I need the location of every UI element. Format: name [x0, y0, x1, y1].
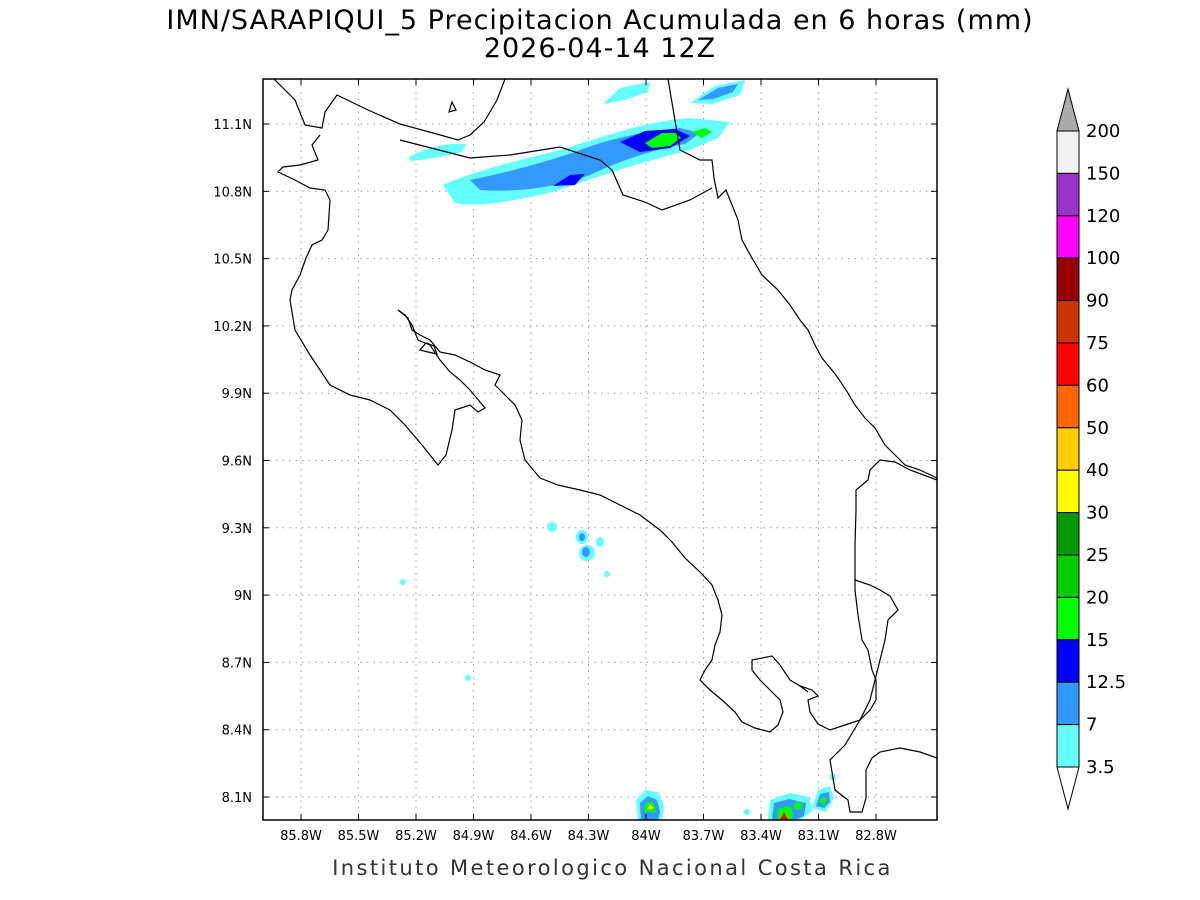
lon-tick-label: 82.8W — [855, 829, 897, 844]
map-frame — [262, 78, 938, 821]
lon-tick-label: 85.5W — [338, 829, 380, 844]
colorbar-swatch — [1056, 342, 1080, 386]
colorbar-level-label: 200 — [1086, 121, 1120, 142]
nicoya-gulf-island — [418, 342, 438, 355]
colorbar-level-label: 60 — [1086, 375, 1109, 396]
burica-peninsula — [799, 685, 809, 693]
lat-tick-label: 9N — [234, 589, 252, 604]
colorbar-level-label: 90 — [1086, 291, 1109, 312]
lat-tick-label: 11.1N — [213, 118, 252, 133]
colorbar-level-label: 50 — [1086, 418, 1109, 439]
colorbar-swatch — [1056, 512, 1080, 556]
colorbar-swatch — [1056, 554, 1080, 598]
panama-east-coast — [829, 579, 937, 813]
colorbar-level-label: 100 — [1086, 248, 1120, 269]
colorbar-level-label: 150 — [1086, 163, 1120, 184]
colorbar-swatch — [1056, 427, 1080, 471]
lat-tick-label: 8.1N — [222, 791, 252, 806]
border-nicaragua — [399, 139, 713, 211]
lat-tick-label: 9.6N — [222, 455, 252, 470]
colorbar-level-label: 7 — [1086, 715, 1097, 736]
axis-ticks: 85.8W 85.5W 85.2W 84.9W 84.6W 84.3W 84W 83.7W 83… — [213, 79, 937, 844]
colorbar-swatch — [1056, 384, 1080, 429]
lat-tick-label: 8.4N — [222, 724, 252, 739]
colorbar-top-arrow — [1056, 87, 1080, 132]
lake-island — [448, 100, 457, 113]
central-pacific-coast — [397, 309, 877, 733]
colorbar-level-label: 25 — [1086, 545, 1109, 566]
colorbar-level-label: 75 — [1086, 333, 1109, 354]
map-subtitle-date: 2026-04-14 12Z — [483, 33, 717, 64]
grid-lines — [263, 79, 937, 820]
caribbean-north-coast — [667, 79, 731, 201]
colorbar-level-label: 12.5 — [1086, 672, 1126, 693]
nicaragua-lake-shore — [273, 79, 506, 141]
colorbar-swatch — [1056, 130, 1080, 174]
colorbar: 3.5 7 12.5 15 20 25 30 40 50 60 75 90 100 120 150 200 — [1056, 87, 1126, 811]
colorbar-level-label: 15 — [1086, 630, 1109, 651]
colorbar-swatch — [1056, 469, 1080, 514]
colorbar-swatch — [1056, 681, 1080, 726]
lon-tick-label: 83.7W — [683, 829, 725, 844]
lat-tick-label: 9.3N — [222, 522, 252, 537]
colorbar-swatch — [1056, 724, 1080, 768]
colorbar-swatch — [1056, 300, 1080, 344]
colorbar-level-label: 20 — [1086, 587, 1109, 608]
lon-tick-label: 84W — [631, 829, 661, 844]
lat-tick-label: 10.5N — [213, 253, 252, 268]
pacific-coast-guanacaste — [276, 134, 486, 466]
precipitation-fields — [400, 80, 836, 820]
caribbean-coast — [729, 199, 937, 479]
map-title: IMN/SARAPIQUI_5 Precipitacion Acumulada … — [166, 5, 1034, 36]
coastlines-and-borders — [273, 79, 937, 813]
rain-cells-central — [400, 522, 610, 681]
lon-tick-label: 83.4W — [740, 829, 782, 844]
lat-tick-label: 10.2N — [213, 320, 252, 335]
lon-tick-label: 84.9W — [453, 829, 495, 844]
colorbar-swatch — [1056, 172, 1080, 217]
colorbar-swatch — [1056, 596, 1080, 641]
colorbar-bottom-arrow — [1056, 766, 1080, 811]
colorbar-swatch — [1056, 639, 1080, 683]
footer-credit: Instituto Meteorologico Nacional Costa R… — [332, 856, 893, 880]
lon-tick-label: 85.2W — [395, 829, 437, 844]
colorbar-swatch — [1056, 215, 1080, 259]
colorbar-level-label: 120 — [1086, 206, 1120, 227]
lat-tick-label: 10.8N — [213, 185, 252, 200]
colorbar-level-label: 30 — [1086, 503, 1109, 524]
colorbar-level-label: 3.5 — [1086, 757, 1115, 778]
colorbar-level-label: 40 — [1086, 460, 1109, 481]
lon-tick-label: 85.8W — [280, 829, 322, 844]
lat-tick-label: 8.7N — [222, 656, 252, 671]
lon-tick-label: 84.3W — [568, 829, 610, 844]
rain-cells-south — [636, 773, 836, 820]
lon-tick-label: 84.6W — [510, 829, 552, 844]
colorbar-swatch — [1056, 257, 1080, 302]
lat-tick-label: 9.9N — [222, 387, 252, 402]
rain-band-north — [409, 80, 745, 205]
lon-tick-label: 83.1W — [798, 829, 840, 844]
panama-border-south — [854, 459, 937, 651]
